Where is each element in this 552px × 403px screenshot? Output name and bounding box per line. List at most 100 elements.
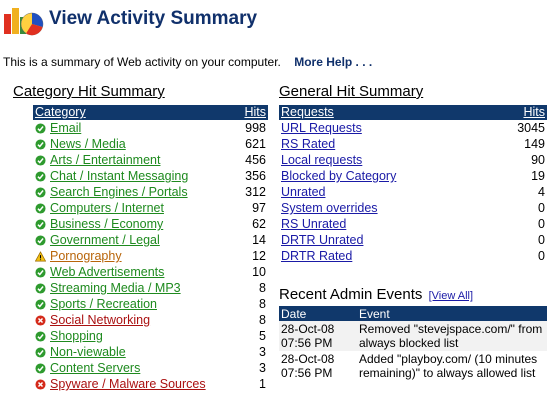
category-link[interactable]: Business / Economy [50,217,164,231]
category-row: Spyware / Malware Sources 1 [33,376,268,392]
general-request-link[interactable]: Blocked by Category [281,169,397,183]
general-cell: Unrated [279,184,491,200]
category-cell-content: Business / Economy [35,216,236,232]
category-link[interactable]: Social Networking [50,313,151,327]
category-link[interactable]: Search Engines / Portals [50,185,188,199]
general-hits: 0 [538,249,545,263]
general-request-link[interactable]: RS Unrated [281,217,347,231]
category-row: Chat / Instant Messaging 356 [33,168,268,184]
general-hits: 0 [538,201,545,215]
blocked-icon [35,378,46,390]
category-cell-content: News / Media [35,136,236,152]
category-cell: Web Advertisements [33,264,238,280]
category-cell: Social Networking [33,312,238,328]
category-link[interactable]: Non-viewable [50,345,126,359]
category-hits: 10 [252,265,266,279]
category-link[interactable]: Content Servers [50,361,141,375]
category-cell: Non-viewable [33,344,238,360]
category-hits-column-header[interactable]: Hits [238,105,268,120]
view-all-link[interactable]: [View All] [428,290,474,302]
general-hits: 4 [538,185,545,199]
allowed-check-icon [35,282,46,294]
category-cell-content: Chat / Instant Messaging [35,168,236,184]
admin-events-header: Date Event [279,306,547,321]
category-link[interactable]: Web Advertisements [50,265,165,279]
category-link[interactable]: Government / Legal [50,233,160,247]
category-link[interactable]: Computers / Internet [50,201,164,215]
category-link[interactable]: Chat / Instant Messaging [50,169,189,183]
category-hits: 5 [259,329,266,343]
general-row: RS Unrated 0 [279,216,547,232]
category-cell-content: Social Networking [35,312,236,328]
general-row: RS Rated 149 [279,136,547,152]
general-row: Unrated 4 [279,184,547,200]
category-link[interactable]: Arts / Entertainment [50,153,161,167]
category-row: Pornography 12 [33,248,268,264]
category-link[interactable]: Sports / Recreation [50,297,157,311]
general-hits: 0 [538,233,545,247]
category-cell: Chat / Instant Messaging [33,168,238,184]
category-cell-content: Content Servers [35,360,236,376]
category-cell-content: Government / Legal [35,232,236,248]
general-hits: 19 [531,169,545,183]
category-row: Social Networking 8 [33,312,268,328]
general-request-link[interactable]: System overrides [281,201,378,215]
category-cell: Computers / Internet [33,200,238,216]
category-link[interactable]: Streaming Media / MP3 [50,281,181,295]
general-request-link[interactable]: Local requests [281,153,363,167]
category-cell: Pornography [33,248,238,264]
general-request-link[interactable]: Unrated [281,185,326,199]
blocked-icon [35,314,46,326]
category-row: Government / Legal 14 [33,232,268,248]
category-column-header[interactable]: Category [33,105,239,120]
category-hits: 356 [245,169,266,183]
general-cell: Blocked by Category [279,168,491,184]
allowed-check-icon [35,346,46,358]
category-hits: 1 [259,377,266,391]
allowed-check-icon [35,202,46,214]
general-cell: Local requests [279,152,491,168]
date-column-header: Date [279,306,357,321]
more-help-link[interactable]: More Help . . . [294,55,373,69]
general-hits: 90 [531,153,545,167]
category-row: News / Media 621 [33,136,268,152]
admin-events-body: 28-Oct-08 07:56 PM Removed "stevejspace.c… [279,321,547,381]
category-link[interactable]: Spyware / Malware Sources [50,377,206,391]
category-cell-content: Spyware / Malware Sources [35,376,236,392]
category-link[interactable]: Pornography [50,249,122,263]
category-link[interactable]: Shopping [50,329,103,343]
requests-column-header[interactable]: Requests [279,105,491,120]
allowed-check-icon [35,330,46,342]
category-cell-content: Pornography [35,248,236,264]
general-row: DRTR Rated 0 [279,248,547,264]
general-cell: RS Unrated [279,216,491,232]
category-cell: Business / Economy [33,216,238,232]
general-request-link[interactable]: DRTR Rated [281,249,353,263]
category-cell: Streaming Media / MP3 [33,280,238,296]
event-column-header: Event [357,306,547,321]
general-request-link[interactable]: RS Rated [281,137,336,151]
event-date: 28-Oct-08 07:56 PM [279,351,357,381]
general-request-link[interactable]: DRTR Unrated [281,233,364,247]
general-cell: RS Rated [279,136,491,152]
category-hits: 3 [259,345,266,359]
general-request-link[interactable]: URL Requests [281,121,362,135]
category-cell-content: Sports / Recreation [35,296,236,312]
category-row: Email 998 [33,120,268,136]
category-row: Search Engines / Portals 312 [33,184,268,200]
category-link[interactable]: News / Media [50,137,126,151]
category-cell-content: Non-viewable [35,344,236,360]
general-row: Local requests 90 [279,152,547,168]
category-cell-content: Arts / Entertainment [35,152,236,168]
general-row: URL Requests 3045 [279,120,547,136]
category-link[interactable]: Email [50,121,82,135]
general-cell: System overrides [279,200,491,216]
page-title: View Activity Summary [49,8,258,29]
category-hits: 8 [259,313,266,327]
category-hits: 998 [245,121,266,135]
general-cell: DRTR Rated [279,248,491,264]
general-hits-column-header[interactable]: Hits [490,105,547,120]
general-row: System overrides 0 [279,200,547,216]
page-header: View Activity Summary [2,2,550,38]
allowed-check-icon [35,186,46,198]
